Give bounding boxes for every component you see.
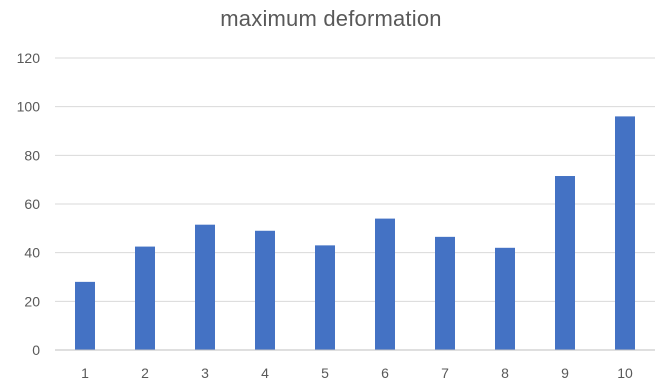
bar (75, 281, 95, 350)
bar (315, 245, 335, 350)
bars (75, 116, 635, 351)
x-tick-label: 7 (441, 365, 449, 381)
bar (255, 230, 275, 350)
y-tick-label: 120 (17, 50, 41, 66)
y-tick-label: 20 (24, 293, 40, 309)
y-tick-label: 0 (32, 342, 40, 358)
bar (495, 247, 515, 350)
y-tick-label: 60 (24, 196, 40, 212)
x-tick-label: 5 (321, 365, 329, 381)
bar (375, 218, 395, 350)
y-tick-label: 100 (17, 99, 41, 115)
bar (555, 176, 575, 350)
y-tick-label: 80 (24, 147, 40, 163)
x-tick-label: 9 (561, 365, 569, 381)
y-tick-label: 40 (24, 245, 40, 261)
x-tick-label: 10 (617, 365, 633, 381)
bar (135, 246, 155, 350)
x-axis-tick-labels: 1 2 3 4 5 6 7 8 9 10 (81, 365, 633, 381)
x-tick-label: 1 (81, 365, 89, 381)
bar (615, 116, 635, 351)
x-tick-label: 6 (381, 365, 389, 381)
bar (195, 224, 215, 350)
x-tick-label: 2 (141, 365, 149, 381)
x-tick-label: 8 (501, 365, 509, 381)
x-tick-label: 4 (261, 365, 269, 381)
bar (435, 236, 455, 350)
y-axis-tick-labels: 0 20 40 60 80 100 120 (17, 50, 41, 358)
chart-title: maximum deformation (220, 6, 442, 31)
x-tick-label: 3 (201, 365, 209, 381)
